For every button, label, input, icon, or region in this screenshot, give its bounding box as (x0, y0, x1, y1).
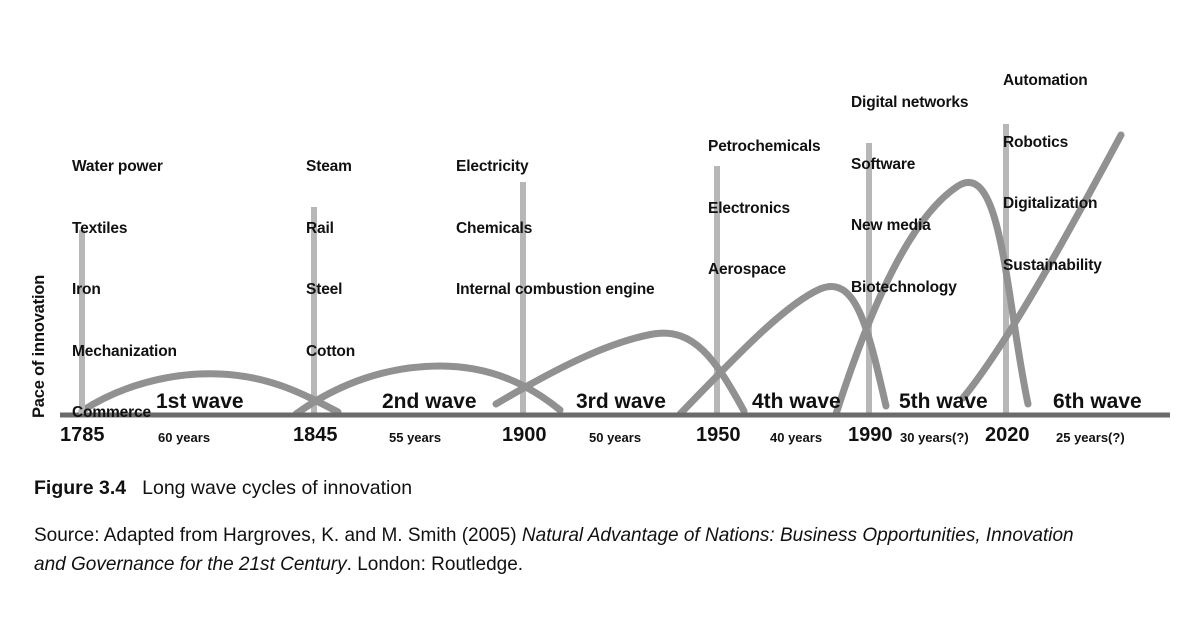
wave-label-4th: 4th wave (752, 390, 841, 413)
year-label-1950: 1950 (696, 424, 741, 446)
innovation-item: Steam (306, 158, 352, 175)
year-label-1990: 1990 (848, 424, 893, 446)
long-wave-cycles-chart (60, 124, 1170, 418)
wave-curve-6th (959, 131, 1125, 402)
wave-label-6th: 6th wave (1053, 390, 1142, 413)
wave-curve-5th (832, 179, 1032, 418)
innovation-item: New media (851, 217, 931, 234)
innovations-wave-2: Steam Rail Steel Cotton (306, 116, 355, 403)
interval-label-60-years: 60 years (158, 430, 211, 445)
source-citation: Source: Adapted from Hargroves, K. and M… (34, 521, 1094, 579)
interval-label-55-years: 55 years (389, 430, 442, 445)
wave-label-1st: 1st wave (156, 390, 244, 413)
innovations-wave-1: Water power Textiles Iron Mechanization … (72, 116, 177, 465)
innovation-item: Digitalization (1003, 195, 1098, 212)
innovation-item: Water power (72, 158, 163, 175)
innovation-item: Aerospace (708, 261, 786, 278)
innovation-item: Sustainability (1003, 256, 1102, 274)
wave-curve-1st (78, 370, 342, 416)
innovation-item: Chemicals (456, 219, 533, 237)
innovations-wave-6: Automation Robotics Digitalization Susta… (1003, 30, 1102, 317)
innovations-wave-4: Petrochemicals Electronics Aerospace (708, 96, 821, 322)
figure-number: Figure 3.4 (34, 477, 127, 499)
wave-curve-4th (676, 283, 890, 418)
source-prefix: Source: Adapted from Hargroves, K. and M… (34, 525, 522, 546)
innovation-item: Digital networks (851, 94, 969, 111)
innovations-wave-5: Digital networks Software New media Biot… (851, 52, 968, 339)
caption-block: Figure 3.4 Long wave cycles of innovation… (34, 475, 1174, 579)
wave-label-2nd: 2nd wave (382, 390, 477, 413)
innovation-item: Mechanization (72, 342, 177, 360)
year-label-2020: 2020 (985, 424, 1030, 446)
innovation-item: Steel (306, 281, 343, 298)
innovation-item: Iron (72, 281, 101, 298)
innovations-wave-3: Electricity Chemicals Internal combustio… (456, 116, 655, 342)
wave-curve-3rd (492, 329, 748, 415)
figure-caption: Figure 3.4 Long wave cycles of innovation (34, 475, 1174, 501)
chart-figure: Pace of innovation Water power Textiles … (30, 30, 1170, 446)
innovation-item: Internal combustion engine (456, 281, 655, 298)
year-label-1785: 1785 (60, 424, 105, 446)
innovation-item: Electronics (708, 199, 790, 217)
wave-curves (78, 131, 1125, 418)
interval-label-40-years: 40 years (770, 430, 823, 445)
wave-label-3rd: 3rd wave (576, 390, 666, 413)
innovation-item: Biotechnology (851, 278, 957, 296)
innovation-item: Robotics (1003, 133, 1069, 151)
wave-label-5th: 5th wave (899, 390, 988, 413)
source-suffix: . London: Routledge. (346, 554, 524, 575)
innovation-item: Petrochemicals (708, 138, 821, 155)
innovation-item: Commerce (72, 404, 151, 421)
innovation-item: Automation (1003, 72, 1088, 89)
source-title: Natural Advantage of Nations: Business O… (34, 525, 1074, 575)
innovation-item: Cotton (306, 342, 356, 360)
interval-label-25-years: 25 years(?) (1056, 430, 1125, 445)
year-label-1900: 1900 (502, 424, 547, 446)
interval-label-30-years: 30 years(?) (900, 430, 969, 445)
innovation-item: Rail (306, 219, 334, 237)
innovation-item: Textiles (72, 219, 128, 237)
interval-label-50-years: 50 years (589, 430, 642, 445)
figure-title: Long wave cycles of innovation (142, 477, 413, 499)
innovation-item: Software (851, 155, 916, 173)
innovation-item: Electricity (456, 158, 529, 175)
year-label-1845: 1845 (293, 424, 338, 446)
